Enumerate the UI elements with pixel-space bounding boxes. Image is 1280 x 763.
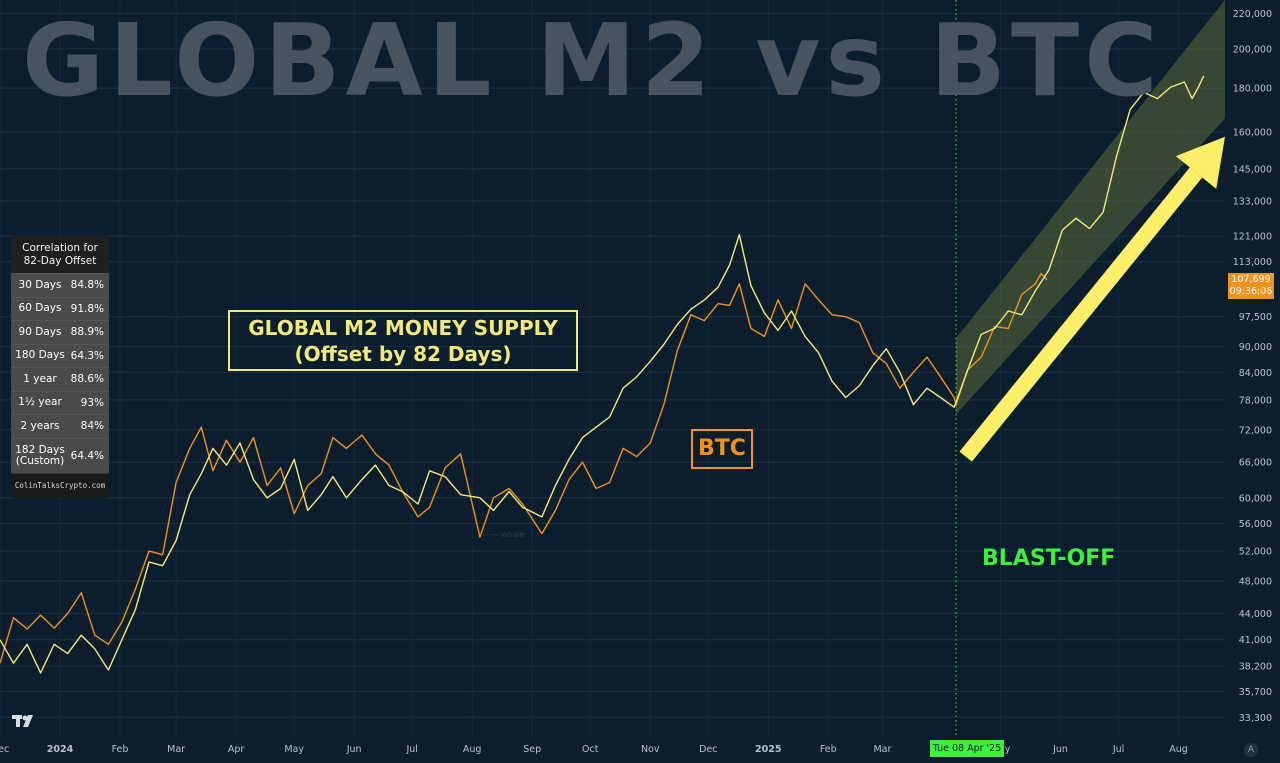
x-tick-label: 2024: [47, 744, 74, 755]
correlation-value: 91.8%: [70, 302, 104, 315]
x-tick-label: Oct: [582, 744, 599, 755]
correlation-row: 2 years 84%: [11, 414, 109, 438]
whale-note: — — whale: [480, 530, 525, 539]
y-tick-label: 78,000: [1239, 395, 1272, 406]
correlation-label: 182 Days (Custom): [11, 443, 69, 467]
correlation-row: 1 year 88.6%: [11, 367, 109, 391]
correlation-title-line2: 82-Day Offset: [23, 255, 97, 267]
y-tick-label: 145,000: [1233, 164, 1272, 175]
arrow-layer: [959, 136, 1225, 462]
arrow-head: [1175, 136, 1225, 189]
y-tick-label: 66,000: [1239, 458, 1272, 469]
current-price-value: 107,699: [1231, 274, 1271, 285]
tradingview-logo-icon[interactable]: [12, 713, 40, 733]
y-tick-label: 56,000: [1239, 519, 1272, 530]
correlation-row: 1½ year 93%: [11, 390, 109, 415]
m2-annotation-line1: GLOBAL M2 MONEY SUPPLY: [248, 316, 558, 340]
m2-series-line: [0, 75, 1205, 674]
btc-series-line: [0, 272, 1048, 664]
y-tick-label: 41,000: [1239, 635, 1272, 646]
arrow-shaft: [959, 167, 1203, 462]
x-tick-label: Sep: [523, 744, 541, 755]
correlation-row: 180 Days 64.3%: [11, 343, 109, 368]
correlation-label: 30 Days: [18, 278, 62, 291]
x-tick-label: Feb: [820, 744, 837, 755]
x-tick-label: Mar: [167, 744, 185, 755]
x-tick-label: Dec: [699, 744, 717, 755]
correlation-label: 2 years: [20, 419, 60, 432]
y-tick-label: 180,000: [1233, 84, 1272, 95]
y-tick-label: 133,000: [1233, 196, 1272, 207]
correlation-value: 64.3%: [70, 349, 104, 362]
y-axis: 220,000 200,000 180,000 160,000 145,000 133,0…: [1233, 9, 1272, 724]
m2-annotation-line2: (Offset by 82 Days): [294, 342, 512, 366]
y-tick-label: 121,000: [1233, 232, 1272, 243]
correlation-row: 90 Days 88.9%: [11, 320, 109, 344]
price-countdown: 09:36:06: [1229, 286, 1273, 297]
correlation-value: 93%: [80, 396, 104, 409]
correlation-row: 182 Days (Custom) 64.4%: [11, 437, 109, 473]
x-tick-label: Nov: [641, 744, 660, 755]
series-layer: [0, 75, 1205, 674]
correlation-label: 1 year: [23, 372, 57, 385]
x-tick-label: Dec: [0, 744, 9, 755]
blast-off-label: BLAST-OFF: [982, 546, 1116, 571]
x-tick-label: Mar: [873, 744, 891, 755]
x-tick-label: 2025: [755, 744, 781, 755]
correlation-table-title: Correlation for 82-Day Offset: [11, 236, 109, 273]
x-tick-label: May: [284, 744, 304, 755]
correlation-title-line1: Correlation for: [22, 242, 98, 254]
x-tick-label: Aug: [1169, 744, 1188, 755]
y-tick-label: 97,500: [1239, 312, 1272, 323]
y-tick-label: 220,000: [1233, 9, 1272, 20]
correlation-label: 90 Days: [18, 325, 62, 338]
y-tick-label: 52,000: [1239, 547, 1272, 558]
y-tick-label: 160,000: [1233, 128, 1272, 139]
grid-lines: [0, 0, 1225, 738]
y-tick-label: 90,000: [1239, 342, 1272, 353]
x-tick-label: Aug: [463, 744, 482, 755]
y-tick-label: 84,000: [1239, 368, 1272, 379]
correlation-value: 88.9%: [70, 326, 104, 339]
chart-watermark: GLOBAL M2 vs BTC: [22, 2, 1163, 119]
x-tick-label: Jul: [1112, 744, 1124, 755]
correlation-value: 64.4%: [70, 449, 104, 462]
correlation-label-line2: (Custom): [15, 454, 65, 467]
m2-annotation-box: GLOBAL M2 MONEY SUPPLY (Offset by 82 Day…: [228, 310, 578, 371]
btc-annotation-box: BTC: [691, 429, 753, 469]
current-price-tag: 107,699 09:36:06: [1228, 273, 1274, 299]
y-tick-label: 72,000: [1239, 425, 1272, 436]
crosshair-date-tag: Tue 08 Apr '25: [930, 740, 1004, 757]
correlation-label: 60 Days: [18, 302, 62, 315]
correlation-label-line1: 182 Days: [15, 443, 65, 456]
correlation-footer: ColinTalksCrypto.com: [11, 472, 109, 498]
x-tick-label: Jun: [1052, 744, 1068, 755]
correlation-table: Correlation for 82-Day Offset 30 Days 84…: [11, 236, 109, 498]
x-tick-label: Apr: [228, 744, 245, 755]
y-tick-label: 35,700: [1239, 687, 1272, 698]
correlation-value: 84.8%: [70, 279, 104, 292]
y-tick-label: 44,000: [1239, 609, 1272, 620]
y-tick-label: 200,000: [1233, 44, 1272, 55]
x-axis: Dec 2024 Feb Mar Apr May Jun Jul Aug Sep Oct Nov Dec…: [0, 744, 1188, 755]
correlation-row: 60 Days 91.8%: [11, 296, 109, 321]
x-tick-label: Jun: [346, 744, 362, 755]
correlation-label: 180 Days: [15, 349, 65, 362]
y-tick-label: 38,200: [1239, 662, 1272, 673]
correlation-row: 30 Days 84.8%: [11, 273, 109, 297]
x-tick-label: Feb: [112, 744, 129, 755]
correlation-label: 1½ year: [18, 396, 62, 409]
y-tick-label: 113,000: [1233, 257, 1272, 268]
log-scale-toggle-button[interactable]: A: [1244, 743, 1258, 757]
y-tick-label: 33,300: [1239, 713, 1272, 724]
correlation-value: 88.6%: [70, 373, 104, 386]
x-tick-label: Jul: [405, 744, 417, 755]
correlation-value: 84%: [80, 420, 104, 433]
y-tick-label: 60,000: [1239, 493, 1272, 504]
y-tick-label: 48,000: [1239, 576, 1272, 587]
